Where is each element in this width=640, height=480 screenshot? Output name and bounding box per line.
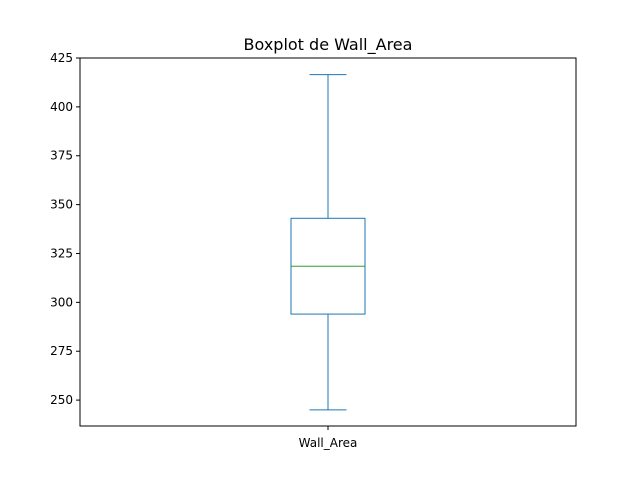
chart-title: Boxplot de Wall_Area xyxy=(244,35,413,55)
y-tick-label: 275 xyxy=(50,344,73,358)
axes-frame xyxy=(79,57,577,427)
y-tick-label: 400 xyxy=(50,100,73,114)
y-tick-label: 350 xyxy=(50,198,73,212)
plot-area: 250 275 300 325 350 375 400 425 Wall_Area xyxy=(50,51,366,450)
x-tick-label: Wall_Area xyxy=(299,436,358,450)
y-tick-label: 375 xyxy=(50,149,73,163)
y-tick-label: 425 xyxy=(50,51,73,65)
y-tick-label: 250 xyxy=(50,393,73,407)
y-tick-label: 300 xyxy=(50,295,73,309)
y-tick-label: 325 xyxy=(50,246,73,260)
